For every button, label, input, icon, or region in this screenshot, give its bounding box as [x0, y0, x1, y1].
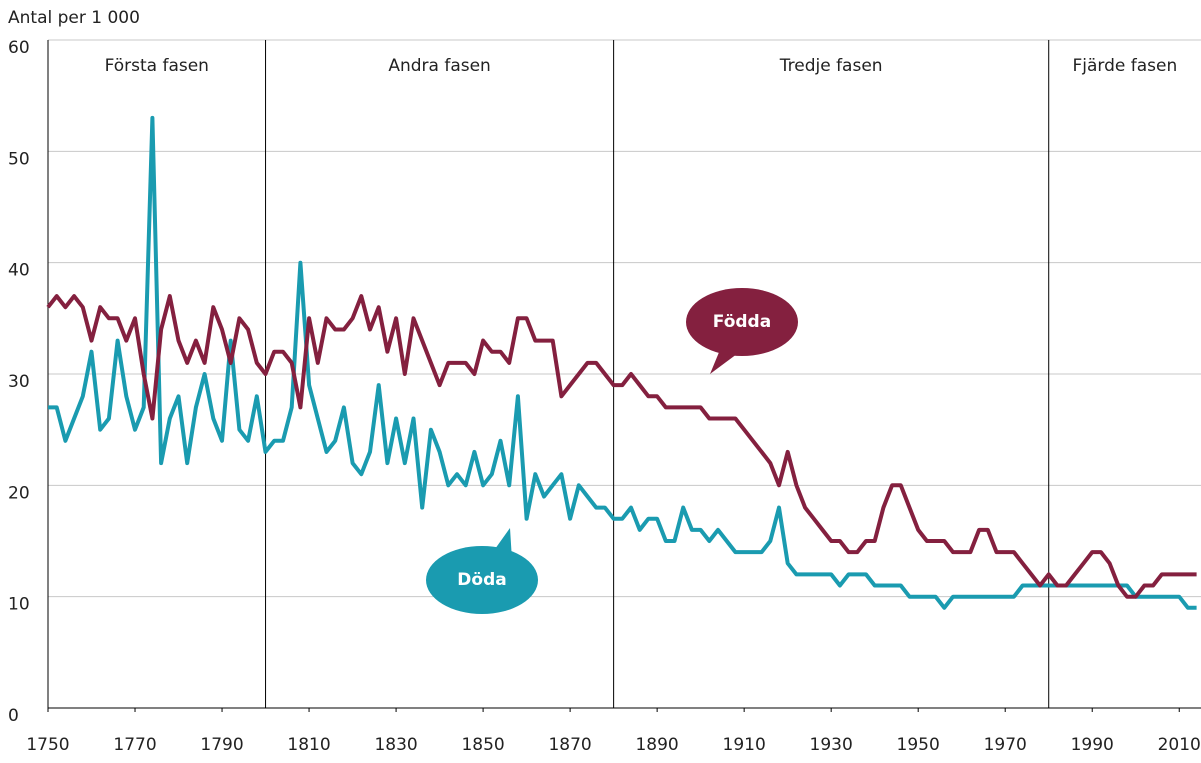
x-tick-label: 1870 — [548, 735, 591, 755]
x-tick-label: 1890 — [635, 735, 678, 755]
y-tick-label: 0 — [8, 706, 19, 726]
x-tick-label: 1850 — [461, 735, 504, 755]
legend-label: Döda — [457, 570, 506, 590]
x-tick-label: 2010 — [1158, 735, 1201, 755]
legend-label: Födda — [713, 312, 771, 332]
x-tick-label: 1830 — [374, 735, 417, 755]
phase-label: Tredje fasen — [779, 56, 883, 76]
y-tick-label: 10 — [8, 595, 30, 615]
x-tick-label: 1990 — [1071, 735, 1114, 755]
callout-bubble — [426, 546, 538, 614]
x-tick-label: 1950 — [897, 735, 940, 755]
y-tick-label: 60 — [8, 38, 30, 58]
series-line — [46, 294, 1197, 599]
series-line — [48, 115, 1197, 610]
x-tick-label: 1750 — [26, 735, 69, 755]
x-tick-label: 1910 — [723, 735, 766, 755]
y-axis-label: Antal per 1 000 — [8, 8, 140, 28]
phase-label: Första fasen — [105, 56, 209, 76]
x-tick-label: 1770 — [113, 735, 156, 755]
y-tick-label: 50 — [8, 149, 30, 169]
y-tick-label: 40 — [8, 261, 30, 281]
y-tick-label: 20 — [8, 483, 30, 503]
x-tick-label: 1930 — [810, 735, 853, 755]
x-tick-label: 1810 — [287, 735, 330, 755]
y-tick-label: 30 — [8, 372, 30, 392]
phase-label: Fjärde fasen — [1072, 56, 1177, 76]
x-tick-label: 1970 — [984, 735, 1027, 755]
x-tick-label: 1790 — [200, 735, 243, 755]
phase-label: Andra fasen — [388, 56, 491, 76]
callout-bubble — [686, 288, 798, 356]
